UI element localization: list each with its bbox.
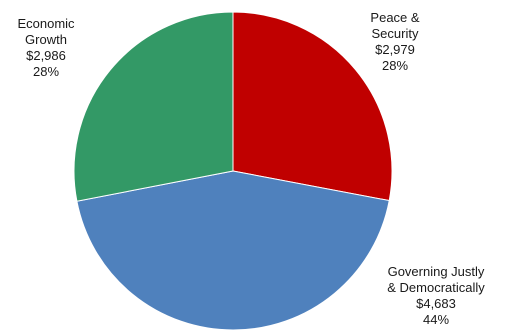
slice-governing-justly (76, 170, 390, 331)
label-governing-justly-amount: $4,683 (416, 296, 456, 311)
slice-peace-security (232, 11, 393, 202)
label-governing-justly-name-1: Governing Justly (388, 264, 485, 279)
label-economic-growth-amount: $2,986 (26, 48, 66, 63)
label-peace-security-percent: 28% (382, 58, 408, 73)
slice-economic-growth (73, 11, 234, 202)
label-governing-justly-name-2: & Democratically (387, 280, 485, 295)
pie-slices (73, 11, 393, 331)
label-governing-justly-percent: 44% (423, 312, 449, 327)
label-peace-security-name-2: Security (372, 26, 419, 41)
label-economic-growth-name-1: Economic (17, 16, 75, 31)
label-economic-growth-percent: 28% (33, 64, 59, 79)
label-peace-security-name-1: Peace & (370, 10, 419, 25)
label-economic-growth-name-2: Growth (25, 32, 67, 47)
label-peace-security-amount: $2,979 (375, 42, 415, 57)
